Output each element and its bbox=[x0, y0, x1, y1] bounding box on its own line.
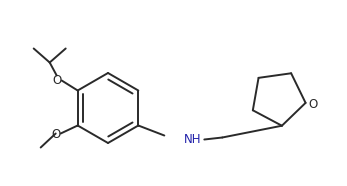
Text: NH: NH bbox=[184, 133, 201, 146]
Text: O: O bbox=[52, 74, 61, 87]
Text: O: O bbox=[308, 98, 317, 111]
Text: O: O bbox=[51, 128, 60, 141]
